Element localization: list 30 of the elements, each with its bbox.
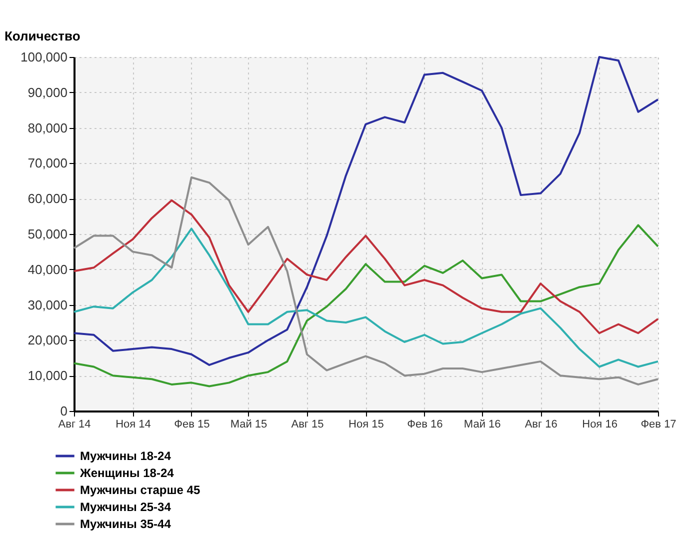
x-tick-label: Фев 15 [174,418,210,430]
line-series [73,176,659,386]
legend-label: Женщины 18-24 [79,466,174,480]
x-tick-label: Авг 15 [291,418,324,430]
y-tick-label: 50,000 [28,226,68,242]
x-tick-label: Ноя 14 [116,418,151,430]
y-tick-label: 20,000 [28,332,68,348]
legend-label: Мужчины 25-34 [80,500,172,514]
y-tick-label: 80,000 [28,120,68,136]
x-tick-label: Авг 16 [524,418,558,430]
x-tick-label: Фев 16 [407,418,443,430]
legend-label: Мужчины старше 45 [80,483,200,497]
x-tick-label: Ноя 15 [348,418,384,430]
y-tick-label: 90,000 [28,84,68,100]
x-tick-label: Май 16 [464,418,501,430]
x-tick-label: Авг 14 [58,418,91,430]
legend-label: Мужчины 18-24 [80,449,172,463]
y-tick-label: 40,000 [28,262,68,277]
line-series [73,199,659,334]
y-tick-label: 100,000 [20,50,68,64]
y-axis-title: Количество [4,28,80,44]
y-tick-label: 0 [60,404,68,418]
y-tick-label: 70,000 [28,156,68,171]
legend-label: Мужчины 35-44 [80,517,172,531]
x-tick-label: Фев 17 [640,418,676,430]
y-tick-label: 30,000 [28,297,68,312]
x-tick-label: Май 15 [230,418,268,430]
y-tick-label: 60,000 [28,191,68,206]
y-tick-label: 10,000 [28,368,68,384]
x-tick-label: Ноя 16 [582,418,618,430]
